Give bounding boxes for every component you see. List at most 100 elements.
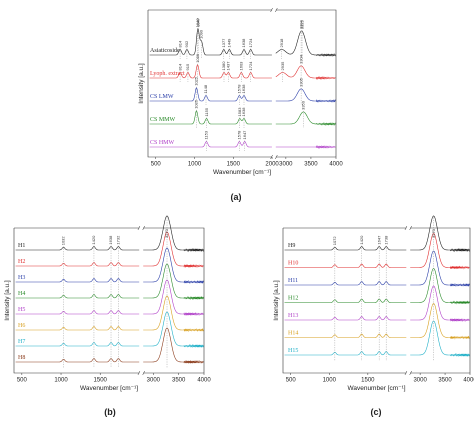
series-line (284, 215, 470, 253)
peak-label-3304: 3304 (298, 19, 303, 29)
series-line (284, 233, 470, 270)
x-tick-label-3500: 3500 (172, 378, 186, 384)
series-label: H12 (288, 296, 298, 302)
peak-label-1578: 1578 (237, 130, 242, 140)
series-line (15, 215, 204, 253)
axis-break-mark-0b (409, 370, 412, 376)
x-tick-label-3000: 3000 (413, 378, 427, 384)
peak-label-814: 814 (177, 40, 182, 47)
peak-label-1724: 1724 (248, 38, 253, 48)
series-label: Lyoph. extract (150, 71, 185, 77)
x-tick-label-3500: 3500 (304, 162, 318, 168)
x-tick-label-1000: 1000 (323, 378, 337, 384)
peak-label-1153: 1153 (204, 130, 209, 139)
peak-label-2918: 2918 (279, 38, 284, 48)
series-label: H8 (18, 355, 25, 361)
series-label: H1 (18, 243, 25, 249)
peak-label-3350: 3350 (301, 100, 306, 110)
peak-label-1638: 1638 (241, 84, 246, 94)
series-line (284, 268, 470, 305)
peak-label-902: 902 (184, 40, 189, 47)
series-h13: H13 (284, 285, 470, 322)
series-line (15, 263, 204, 301)
series-label: H4 (18, 291, 25, 297)
x-tick-label-1000: 1000 (188, 162, 202, 168)
panel-label-2: (c) (371, 407, 382, 417)
series-h11: H11 (284, 250, 470, 287)
series-cs-mmw: CS MMW 1025 1155 1583 1638 3350 (149, 99, 336, 128)
peak-label-3305: 3305 (298, 77, 303, 87)
peak-label-3304: 3304 (298, 54, 303, 64)
peak-label-915: 915 (185, 63, 190, 70)
peak-label-1638: 1638 (241, 38, 246, 48)
series-line (284, 303, 470, 340)
series-h5: H5 (15, 279, 204, 316)
series-line (15, 231, 204, 269)
peak-label-1603: 1603 (238, 61, 243, 71)
series-line (149, 141, 336, 149)
x-tick-label-500: 500 (17, 378, 28, 384)
panel-c-chart: 500 1000 1500 3000 3500 4000 Wavenumber [cm⁻¹]… (273, 215, 474, 417)
series-label: H2 (18, 259, 25, 265)
series-h8: H8 (15, 327, 204, 364)
y-axis-title: Intensity [a.u.] (273, 280, 280, 321)
series-cs-lmw: CS LMW 1025 1148 1578 1638 3305 (149, 76, 336, 105)
series-h2: H2 (15, 231, 204, 269)
x-tick-label-4000: 4000 (329, 162, 343, 168)
x-tick-label-1000: 1000 (54, 378, 68, 384)
peak-label-1647: 1647 (242, 130, 247, 140)
peak-label-1047: 1047 (195, 17, 200, 27)
series-label: H7 (18, 339, 25, 345)
series-label: H13 (288, 313, 298, 319)
peak-label-1155: 1155 (204, 107, 209, 116)
axis-break-mark-0a (404, 370, 408, 376)
series-label: CS LMW (150, 94, 174, 100)
series-line (15, 247, 204, 284)
series-h12: H12 (284, 268, 470, 305)
series-label: H11 (288, 278, 298, 284)
peak-annotations: 1072 1420 1647 1738 3270 (332, 215, 436, 361)
series-line (149, 64, 336, 80)
x-tick-label-3500: 3500 (438, 378, 452, 384)
peak-label-1638: 1638 (241, 107, 246, 117)
series-label: H5 (18, 307, 25, 313)
peak-label-1025: 1025 (194, 76, 199, 86)
series-line (284, 320, 470, 358)
series-h9: H9 (284, 215, 470, 253)
peak-label-1420: 1420 (359, 235, 364, 245)
x-tick-label-4000: 4000 (197, 378, 211, 384)
x-tick-label-2000: 2000 (265, 162, 279, 168)
panel-b-chart: 500 1000 1500 3000 3500 4000 Wavenumber [cm⁻¹]… (4, 215, 211, 417)
x-tick-label-3000: 3000 (279, 162, 293, 168)
axis-break-mark-1a (270, 7, 273, 13)
series-h10: H10 (284, 233, 470, 270)
peak-label-3270: 3270 (164, 228, 169, 238)
peak-label-1040: 1040 (195, 18, 200, 28)
series-h1: H1 (15, 215, 204, 253)
peak-label-1449: 1449 (227, 38, 232, 48)
x-axis-title: Wavenumber [cm⁻¹] (347, 385, 405, 392)
peak-label-1583: 1583 (237, 107, 242, 117)
peak-label-1638: 1638 (108, 235, 113, 245)
x-tick-label-500: 500 (286, 378, 297, 384)
axis-break-mark-1a (404, 225, 408, 231)
peak-label-1647: 1647 (376, 235, 381, 245)
series-label: H15 (288, 348, 298, 354)
peak-label-2935: 2935 (280, 61, 285, 71)
x-tick-label-500: 500 (151, 162, 162, 168)
peak-label-1148: 1148 (203, 84, 208, 93)
series-line (149, 27, 336, 57)
series-h14: H14 (284, 303, 470, 340)
axis-break-mark-1b (409, 225, 412, 231)
series-line (149, 87, 336, 103)
series-label: CS MMW (150, 117, 176, 123)
axis-frame (282, 227, 471, 374)
series-label: H9 (288, 243, 295, 249)
series-h15: H15 (284, 320, 470, 358)
panel-a-chart: 500 1000 1500 2000 3000 3500 4000 Wavenumber [c… (138, 7, 343, 202)
axis-break-mark-0a (137, 370, 141, 376)
x-axis-title: Wavenumber [cm⁻¹] (80, 385, 138, 392)
panel-label-0: (a) (231, 192, 242, 202)
